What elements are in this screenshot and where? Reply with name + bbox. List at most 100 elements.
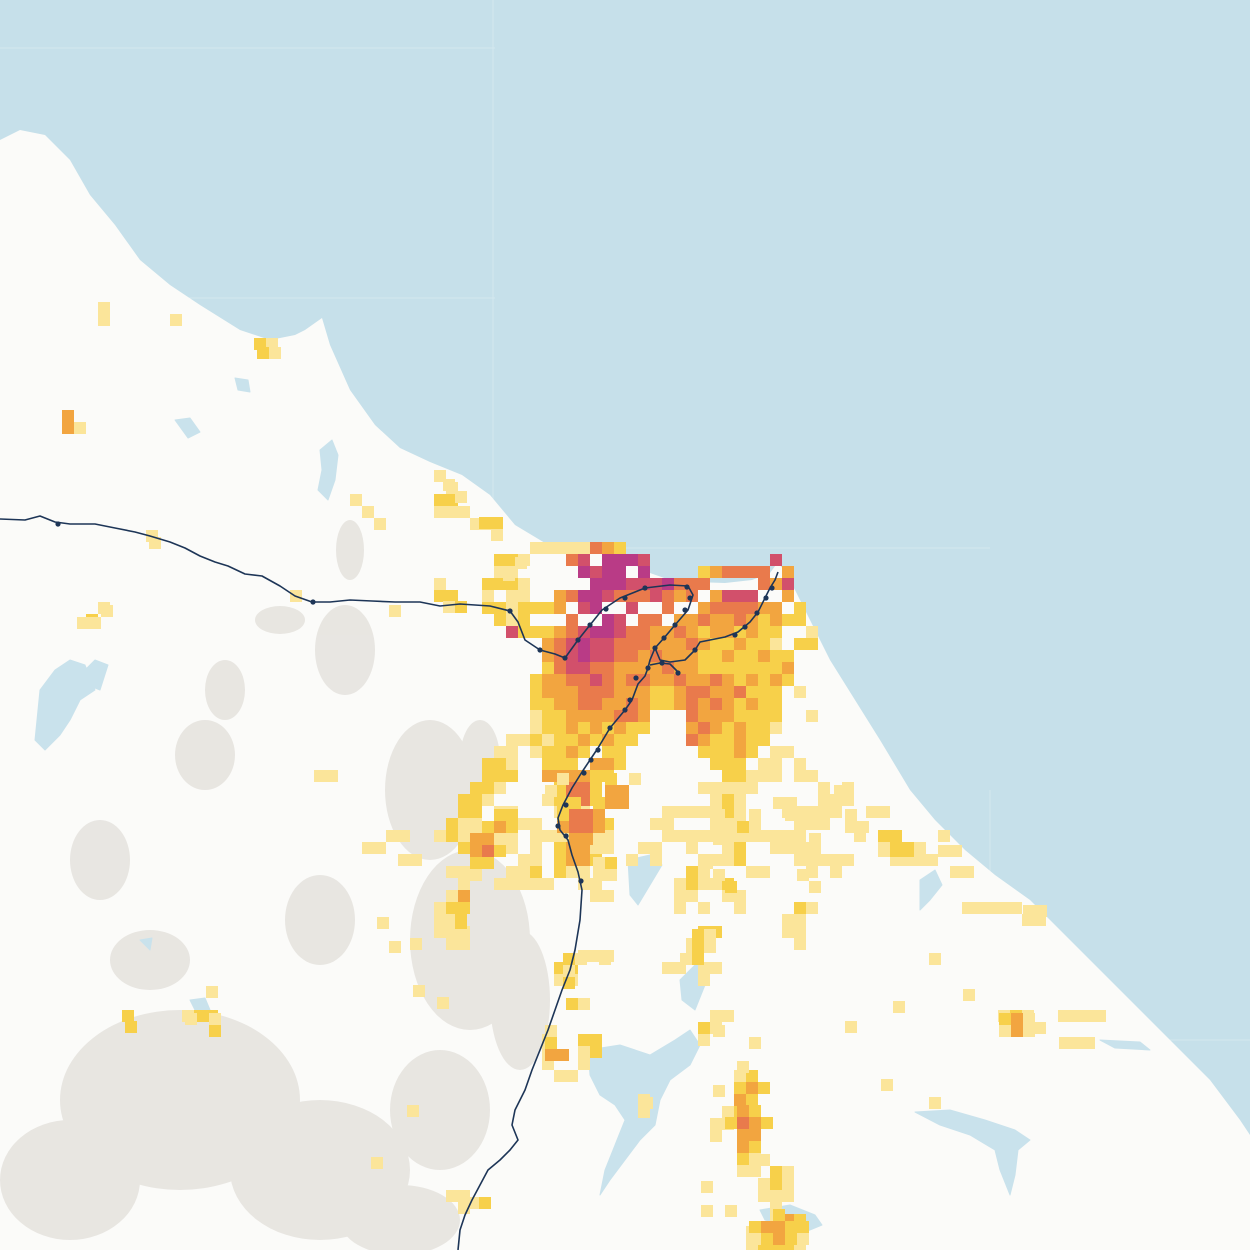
rail-station-marker[interactable] (578, 878, 584, 884)
density-cell (89, 617, 101, 629)
density-cell (470, 869, 482, 881)
density-cell (782, 926, 794, 938)
density-cell (602, 734, 614, 746)
rail-station-marker[interactable] (682, 607, 688, 613)
density-cell (770, 1178, 782, 1190)
density-cell (950, 866, 962, 878)
rail-station-marker[interactable] (603, 606, 609, 612)
density-cell (770, 1190, 782, 1202)
rail-station-marker[interactable] (769, 585, 775, 591)
density-cell (734, 842, 746, 854)
density-cell (797, 845, 809, 857)
rail-station-marker[interactable] (732, 632, 738, 638)
rail-station-marker[interactable] (563, 833, 569, 839)
density-cell (734, 794, 746, 806)
density-cell (434, 590, 446, 602)
rail-station-marker[interactable] (742, 624, 748, 630)
rail-station-marker[interactable] (310, 599, 316, 605)
density-cell (638, 566, 650, 578)
rail-station-marker[interactable] (55, 521, 61, 527)
rail-station-marker[interactable] (563, 802, 569, 808)
rail-station-marker[interactable] (692, 647, 698, 653)
density-cell (590, 1034, 602, 1046)
rail-station-marker[interactable] (675, 670, 681, 676)
density-cell (758, 734, 770, 746)
rail-station-marker[interactable] (645, 665, 651, 671)
density-cell (770, 1166, 782, 1178)
rail-station-marker[interactable] (642, 585, 648, 591)
density-cell (845, 821, 857, 833)
density-cell (518, 854, 530, 866)
density-cell (722, 662, 734, 674)
rail-station-marker[interactable] (595, 747, 601, 753)
density-cell (770, 674, 782, 686)
density-cell (470, 794, 482, 806)
density-cell (494, 878, 506, 890)
rail-station-marker[interactable] (763, 595, 769, 601)
rail-station-marker[interactable] (507, 608, 513, 614)
density-cell (746, 566, 758, 578)
density-cell (698, 698, 710, 710)
rail-station-marker[interactable] (562, 655, 568, 661)
density-cell (686, 650, 698, 662)
rail-station-marker[interactable] (607, 725, 613, 731)
rail-station-marker[interactable] (588, 757, 594, 763)
rail-station-marker[interactable] (575, 637, 581, 643)
rail-station-marker[interactable] (754, 610, 760, 616)
density-cell (710, 638, 722, 650)
rail-station-marker[interactable] (581, 770, 587, 776)
density-cell (749, 1129, 761, 1141)
rail-station-marker[interactable] (652, 645, 658, 651)
rail-network (0, 515, 779, 1250)
density-cell (785, 1233, 797, 1245)
density-cell (785, 797, 797, 809)
rail-station-marker[interactable] (687, 595, 693, 601)
rail-station-marker[interactable] (587, 622, 593, 628)
density-cell (371, 1157, 383, 1169)
density-cell (746, 662, 758, 674)
rail-station-marker[interactable] (661, 635, 667, 641)
rail-station-marker[interactable] (684, 584, 690, 590)
density-cell (77, 617, 89, 629)
rail-station-marker[interactable] (622, 707, 628, 713)
rail-station-marker[interactable] (622, 595, 628, 601)
density-cell (542, 674, 554, 686)
density-cell (491, 517, 503, 529)
density-cell (770, 722, 782, 734)
rail-station-marker[interactable] (555, 823, 561, 829)
density-cell (650, 674, 662, 686)
tile-seams (0, 0, 1250, 1041)
density-cell (377, 917, 389, 929)
density-cell (746, 866, 758, 878)
rail-station-marker[interactable] (633, 675, 639, 681)
density-cell (557, 1049, 569, 1061)
density-cell (62, 422, 74, 434)
density-cell (782, 578, 794, 590)
rail-station-marker[interactable] (627, 697, 633, 703)
density-cell (566, 722, 578, 734)
density-cell (506, 878, 518, 890)
density-cell (773, 1221, 785, 1233)
density-cell (590, 578, 602, 590)
density-cell (542, 830, 554, 842)
density-cell (938, 830, 950, 842)
density-cell (446, 506, 458, 518)
rail-station-marker[interactable] (659, 660, 665, 666)
density-cell (749, 1233, 761, 1245)
density-cell (662, 650, 674, 662)
density-cell (578, 866, 590, 878)
density-cell (458, 806, 470, 818)
density-cell (518, 602, 530, 614)
density-cell (458, 866, 470, 878)
density-cell (758, 1178, 770, 1190)
density-cell (470, 782, 482, 794)
density-cell (458, 830, 470, 842)
density-cell (782, 662, 794, 674)
rail-station-marker[interactable] (537, 647, 543, 653)
density-cell (578, 710, 590, 722)
density-cell (503, 569, 515, 581)
rail-station-marker[interactable] (672, 622, 678, 628)
density-cell (530, 878, 542, 890)
density-cell (455, 917, 467, 929)
